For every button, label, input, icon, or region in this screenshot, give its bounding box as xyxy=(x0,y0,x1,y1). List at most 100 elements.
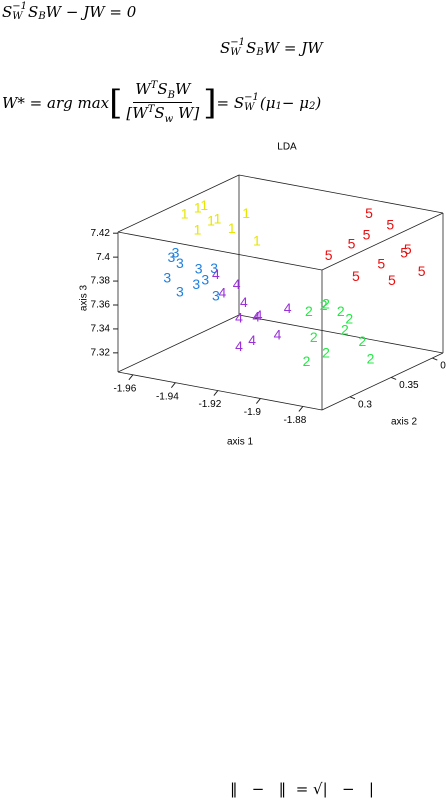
point: 4 xyxy=(240,294,248,310)
equation: ‖ − ‖ = √| − | xyxy=(230,780,374,798)
eq-sub: B xyxy=(256,46,264,58)
point: 2 xyxy=(310,329,318,345)
point: 5 xyxy=(386,216,394,232)
z-tick-label: 7.42 xyxy=(91,228,111,239)
x-tick-label: -1.94 xyxy=(156,391,179,402)
eq-sup: −1 xyxy=(244,91,259,103)
box-edge xyxy=(117,314,240,373)
point: 1 xyxy=(194,199,202,215)
x-tick xyxy=(255,398,261,404)
point: 4 xyxy=(212,266,220,282)
eq-sub: B xyxy=(38,10,46,22)
point: 2 xyxy=(367,350,375,366)
box-edge xyxy=(117,371,323,411)
point: 4 xyxy=(235,310,243,326)
chart-title: LDA xyxy=(277,142,297,153)
eq-text: W xyxy=(174,80,191,98)
x-tick-label: -1.92 xyxy=(198,399,221,410)
point: 2 xyxy=(303,353,311,369)
y-tick-label: 0.3 xyxy=(358,399,372,410)
point: 4 xyxy=(255,307,263,323)
eq-sup: T xyxy=(150,80,158,91)
x-tick-label: -1.88 xyxy=(283,415,306,426)
point: 2 xyxy=(322,296,330,312)
point: 3 xyxy=(176,255,184,271)
eq-sub: 2 xyxy=(308,101,316,112)
eq-text: W = JW xyxy=(263,39,323,57)
point: 5 xyxy=(388,272,396,288)
bracket: ] xyxy=(203,82,217,123)
point: 5 xyxy=(365,205,373,221)
eq-text: (μ xyxy=(259,93,276,112)
x-tick xyxy=(128,374,134,381)
y-tick xyxy=(432,357,438,361)
eq-sub: W xyxy=(230,47,241,58)
y-tick xyxy=(349,396,356,400)
eq-text: S xyxy=(154,104,165,122)
eq-sup: −1 xyxy=(12,1,28,12)
point: 3 xyxy=(168,249,176,265)
point: 2 xyxy=(320,297,328,313)
point: 3 xyxy=(195,260,203,276)
point: 2 xyxy=(337,303,345,319)
point: 3 xyxy=(192,276,200,292)
x-axis-label: axis 1 xyxy=(227,437,254,448)
eq-sub: B xyxy=(167,90,175,101)
eq-text: − μ xyxy=(281,93,309,112)
eq-sup: T xyxy=(147,104,155,115)
eq-sup: −1 xyxy=(230,37,246,48)
eq-text: W] xyxy=(173,104,200,122)
point: 2 xyxy=(359,333,367,349)
point: 5 xyxy=(418,263,426,279)
fraction: WTSBW [WTSw W] xyxy=(124,80,201,125)
point: 4 xyxy=(284,300,292,316)
eq-text: S xyxy=(246,39,257,57)
z-axis-label: axis 3 xyxy=(79,285,90,312)
eq-text: S xyxy=(28,3,39,21)
point: 3 xyxy=(212,288,220,304)
eq-text: W* = arg max xyxy=(2,93,110,112)
eq-text: W xyxy=(135,80,151,98)
point: 2 xyxy=(341,321,349,337)
point: 4 xyxy=(233,276,241,292)
point: 1 xyxy=(228,220,236,236)
point: 4 xyxy=(252,308,260,324)
box-edge xyxy=(321,352,444,411)
bracket: [ xyxy=(109,82,123,123)
eq-text: S xyxy=(157,80,168,98)
z-tick-label: 7.34 xyxy=(91,324,111,335)
eq-text: S xyxy=(220,39,231,57)
eq-sub: W xyxy=(12,11,23,22)
point: 5 xyxy=(400,244,408,260)
point: 1 xyxy=(253,232,261,248)
point: 5 xyxy=(404,241,412,257)
point: 3 xyxy=(172,244,180,260)
point: 1 xyxy=(242,205,250,221)
y-axis-label: axis 2 xyxy=(391,417,418,428)
y-tick-label: 0.4 xyxy=(440,361,446,372)
equation: W* = arg max [ WTSBW [WTSw W] ] = S −1 W … xyxy=(2,80,321,125)
eq-sub: W xyxy=(244,101,255,113)
point: 3 xyxy=(163,270,171,286)
point: 5 xyxy=(363,227,371,243)
eq-text: = S xyxy=(216,93,245,112)
box-edge xyxy=(238,174,444,214)
eq-sub: 1 xyxy=(275,101,282,112)
eq-text: [W xyxy=(126,104,148,122)
box-edge xyxy=(321,212,444,271)
z-tick-label: 7.32 xyxy=(91,347,111,358)
eq-text: S xyxy=(2,3,13,21)
z-tick-label: 7.4 xyxy=(96,252,110,263)
point: 4 xyxy=(235,338,243,354)
x-tick xyxy=(213,390,219,396)
x-tick xyxy=(298,406,304,412)
eq-text: ‖ − ‖ = √| − | xyxy=(230,780,374,798)
point: 5 xyxy=(325,247,333,263)
x-tick-label: -1.9 xyxy=(244,407,262,418)
y-tick xyxy=(390,376,397,380)
point: 1 xyxy=(207,212,215,228)
